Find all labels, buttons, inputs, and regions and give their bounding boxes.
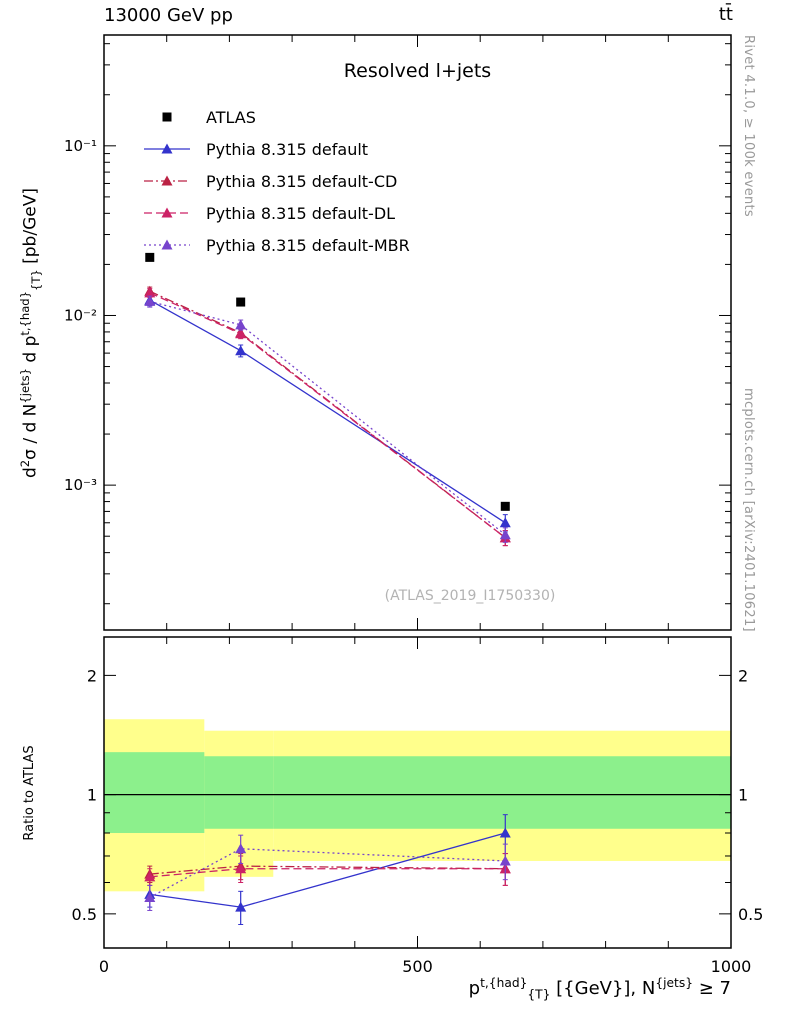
triangle-marker bbox=[144, 891, 156, 902]
x-tick-label: 500 bbox=[402, 957, 433, 976]
square-marker bbox=[500, 501, 510, 511]
ratio-y-tick-label-left: 2 bbox=[87, 666, 97, 685]
main-y-axis-label: d2σ / d N{jets} d pt,{had}{T} [pb/GeV] bbox=[18, 113, 44, 553]
x-tick-label: 0 bbox=[99, 957, 109, 976]
legend-item-pythia-8-315-default-dl: Pythia 8.315 default-DL bbox=[142, 197, 410, 229]
triangle-legend-marker-icon bbox=[144, 239, 190, 250]
ratio-uncertainty-bands bbox=[104, 719, 731, 892]
triangle-marker bbox=[235, 901, 247, 912]
triangle-marker bbox=[499, 517, 511, 528]
label-part: {T} bbox=[527, 987, 551, 1002]
ratio-y-tick-label-left: 0.5 bbox=[72, 905, 97, 924]
green-uncertainty-band bbox=[204, 756, 274, 829]
square-legend-marker-icon bbox=[162, 112, 172, 122]
triangle-marker bbox=[235, 843, 247, 854]
square-marker bbox=[162, 112, 172, 122]
triangle-marker bbox=[161, 143, 173, 154]
legend-label: Pythia 8.315 default bbox=[206, 139, 369, 159]
main-series-pythia-8-315-default-dl bbox=[144, 287, 511, 547]
triangle-marker bbox=[144, 287, 156, 298]
triangle-marker bbox=[235, 863, 247, 874]
triangle-legend-marker-icon bbox=[144, 143, 190, 154]
ratio-series-pythia-8-315-default-mbr bbox=[144, 834, 511, 911]
series-line bbox=[149, 300, 506, 536]
label-part: t,{had} bbox=[480, 976, 528, 990]
legend-item-atlas: ATLAS bbox=[142, 101, 410, 133]
legend-item-pythia-8-315-default: Pythia 8.315 default bbox=[142, 133, 410, 165]
label-part: [{GeV}], N bbox=[550, 978, 656, 999]
series-line bbox=[149, 299, 506, 524]
rivet-version-label: Rivet 4.1.0, ≥ 100k events bbox=[741, 35, 756, 218]
axis-ticks bbox=[103, 35, 732, 948]
triangle-marker bbox=[161, 239, 173, 250]
triangle-legend-marker-icon bbox=[144, 175, 190, 186]
x-tick-label: 1000 bbox=[711, 957, 752, 976]
label-part: p bbox=[468, 978, 481, 999]
label-part: 2 bbox=[18, 459, 32, 468]
legend-label: Pythia 8.315 default-CD bbox=[206, 171, 398, 191]
ratio-y-tick-label-right: 1 bbox=[738, 786, 748, 805]
main-series-atlas bbox=[145, 252, 510, 511]
main-y-tick-label: 10⁻¹ bbox=[64, 137, 97, 155]
label-part: σ / d N bbox=[20, 403, 41, 460]
triangle-legend-marker-icon bbox=[144, 207, 190, 218]
plot-title: Resolved l+jets bbox=[343, 60, 492, 82]
label-part: t,{had} bbox=[18, 291, 32, 336]
triangle-marker bbox=[144, 295, 156, 306]
square-marker bbox=[236, 297, 246, 307]
triangle-marker bbox=[235, 328, 247, 339]
label-part: ≥ 7 bbox=[693, 978, 731, 999]
series-line bbox=[149, 290, 506, 539]
triangle-marker bbox=[144, 871, 156, 882]
ratio-y-axis-label: Ratio to ATLAS bbox=[22, 745, 37, 841]
label-part: {T} bbox=[29, 269, 44, 292]
legend: ATLAS Pythia 8.315 default Pythia 8.315 de… bbox=[142, 101, 410, 261]
green-uncertainty-band bbox=[104, 752, 205, 834]
ratio-y-tick-label-left: 1 bbox=[87, 786, 97, 805]
legend-label: Pythia 8.315 default-MBR bbox=[206, 235, 410, 255]
label-part: {jets} bbox=[18, 368, 32, 404]
triangle-marker bbox=[235, 319, 247, 330]
triangle-marker bbox=[499, 855, 511, 866]
triangle-marker bbox=[161, 175, 173, 186]
axis-tick-labels: 10⁻¹ 10⁻² 10⁻³ 2 2 1 1 0.5 0.5 0 500 1000 bbox=[64, 137, 763, 976]
label-part: [pb/GeV] bbox=[20, 188, 41, 270]
label-part: {jets} bbox=[655, 976, 694, 990]
beam-energy-label: 13000 GeV pp bbox=[104, 5, 233, 26]
main-series-pythia-8-315-default bbox=[144, 294, 511, 533]
square-marker bbox=[145, 252, 155, 262]
process-label: tt̄ bbox=[718, 4, 733, 25]
legend-label: Pythia 8.315 default-DL bbox=[206, 203, 396, 223]
main-y-tick-label: 10⁻³ bbox=[64, 476, 97, 494]
triangle-marker bbox=[499, 827, 511, 838]
main-y-tick-label: 10⁻² bbox=[64, 306, 97, 324]
main-series-pythia-8-315-default-cd bbox=[144, 285, 511, 547]
analysis-watermark: (ATLAS_2019_I1750330) bbox=[384, 588, 556, 604]
label-part: d bbox=[20, 467, 41, 478]
mcplots-reference-label: mcplots.cern.ch [arXiv:2401.10621] bbox=[741, 388, 756, 632]
legend-item-pythia-8-315-default-mbr: Pythia 8.315 default-MBR bbox=[142, 229, 410, 261]
x-axis-label: pt,{had}{T} [{GeV}], N{jets} ≥ 7 bbox=[231, 976, 731, 1002]
legend-label: ATLAS bbox=[206, 107, 256, 127]
green-uncertainty-band bbox=[273, 756, 731, 829]
triangle-marker bbox=[499, 529, 511, 540]
triangle-marker bbox=[161, 207, 173, 218]
legend-item-pythia-8-315-default-cd: Pythia 8.315 default-CD bbox=[142, 165, 410, 197]
ratio-y-tick-label-right: 2 bbox=[738, 666, 748, 685]
main-series-pythia-8-315-default-mbr bbox=[144, 295, 511, 543]
triangle-marker bbox=[235, 345, 247, 356]
ratio-y-tick-label-right: 0.5 bbox=[738, 905, 763, 924]
label-part: d p bbox=[20, 335, 41, 369]
